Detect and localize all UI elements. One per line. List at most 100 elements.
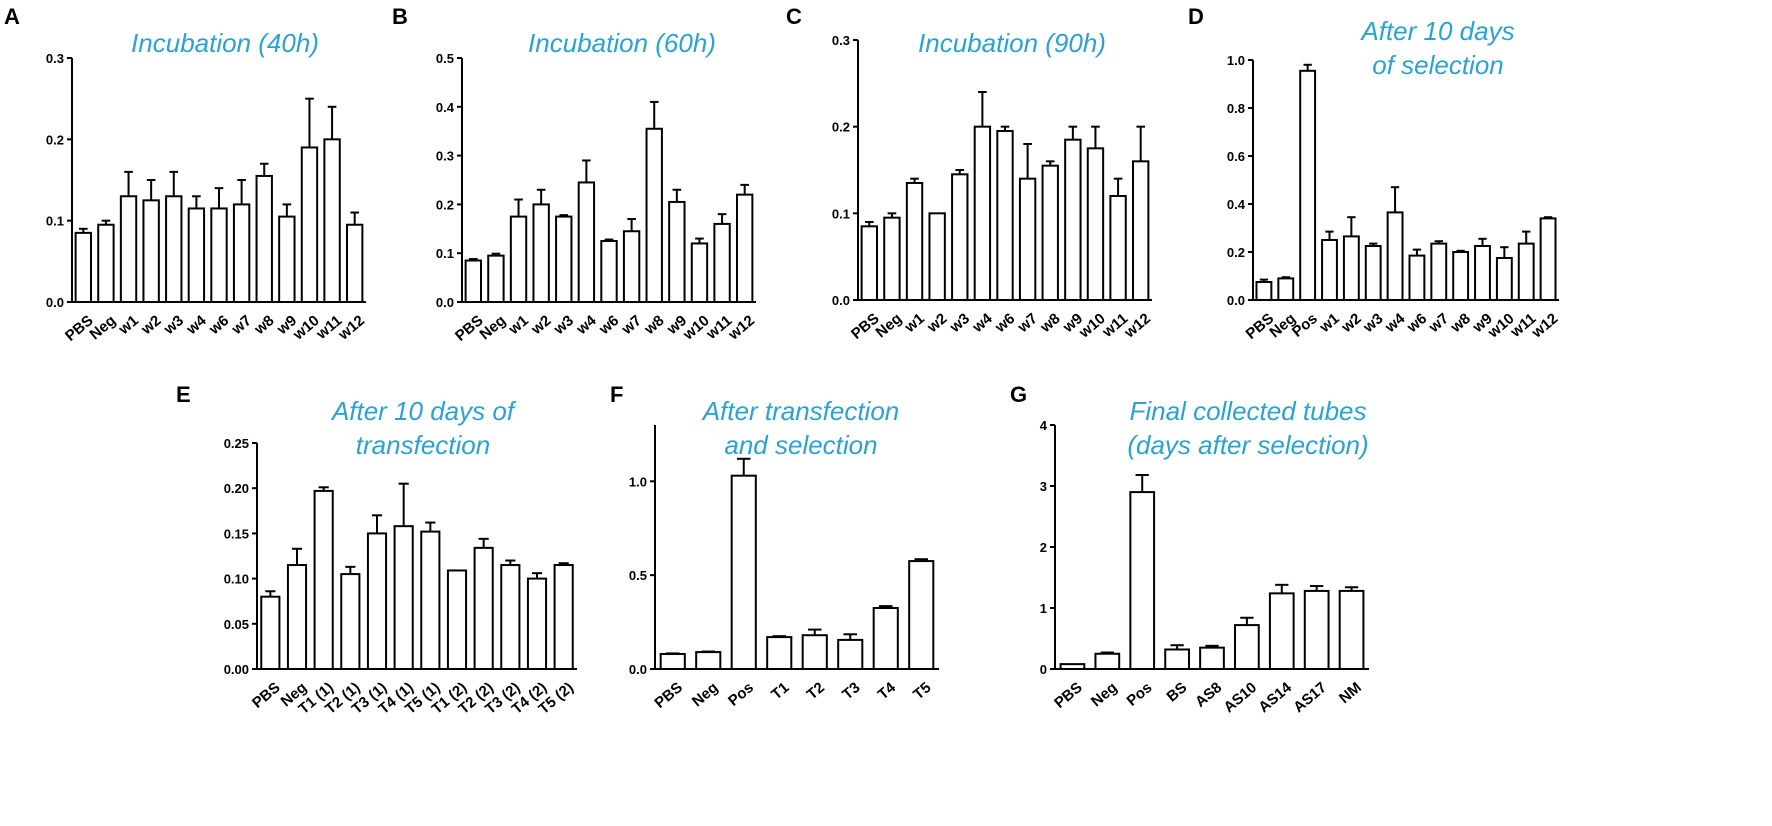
bar bbox=[1059, 663, 1086, 670]
bar bbox=[1430, 242, 1448, 302]
bar bbox=[473, 546, 494, 671]
bar bbox=[1299, 69, 1317, 301]
bar bbox=[1094, 652, 1121, 670]
bar bbox=[286, 564, 308, 670]
y-tick-label: 0.1 bbox=[436, 246, 454, 261]
bar bbox=[142, 199, 160, 303]
bar bbox=[1338, 589, 1365, 670]
bar bbox=[346, 223, 364, 304]
x-tick-label: AS17 bbox=[1290, 679, 1330, 716]
panel-letter: E bbox=[176, 382, 191, 407]
bar bbox=[210, 207, 228, 303]
chart-panel-d: D After 10 days of selection 0.0 0.2 0.4 0.6 0.… bbox=[1188, 4, 1561, 343]
chart-title: Incubation (60h) bbox=[528, 28, 716, 58]
bar bbox=[1539, 217, 1557, 301]
chart-title: After transfection bbox=[701, 396, 900, 426]
bar bbox=[187, 207, 206, 303]
bar bbox=[74, 231, 92, 303]
y-tick-label: 0.3 bbox=[46, 51, 64, 66]
x-tick-label: T5 bbox=[910, 679, 934, 703]
y-tick-label: 4 bbox=[1040, 418, 1048, 433]
x-tick-label: Neg bbox=[873, 310, 906, 341]
bar bbox=[928, 212, 946, 301]
y-tick-label: 0.1 bbox=[46, 214, 64, 229]
x-tick-label: Pos bbox=[725, 679, 757, 710]
y-tick-label: 0.2 bbox=[832, 120, 850, 135]
x-tick-label: w12 bbox=[1121, 310, 1154, 342]
bar bbox=[1321, 239, 1338, 301]
bar bbox=[1234, 624, 1260, 671]
panel-letter: G bbox=[1010, 382, 1027, 407]
bar bbox=[659, 652, 686, 671]
y-tick-label: 3 bbox=[1040, 479, 1047, 494]
bar bbox=[532, 203, 550, 303]
y-tick-label: 0.8 bbox=[1227, 101, 1245, 116]
bar bbox=[801, 634, 828, 671]
bar bbox=[996, 130, 1014, 301]
bar bbox=[300, 146, 319, 303]
x-tick-label: w12 bbox=[1528, 310, 1561, 342]
bar bbox=[1268, 592, 1295, 670]
chart-title: Incubation (40h) bbox=[131, 28, 319, 58]
chart-title: After 10 days of bbox=[330, 396, 517, 426]
bar bbox=[1452, 251, 1470, 301]
x-tick-label: Neg bbox=[477, 312, 510, 343]
bar bbox=[1277, 277, 1295, 301]
bar bbox=[278, 215, 296, 304]
bar bbox=[487, 254, 505, 303]
y-tick-label: 1.0 bbox=[629, 474, 647, 489]
x-tick-label: Neg bbox=[87, 312, 120, 343]
bar bbox=[464, 259, 482, 303]
bar bbox=[420, 530, 441, 670]
y-tick-label: 0.5 bbox=[436, 51, 454, 66]
bar bbox=[393, 525, 414, 671]
chart-title: of selection bbox=[1372, 50, 1504, 80]
y-tick-label: 0.10 bbox=[224, 572, 249, 587]
bar bbox=[323, 138, 341, 303]
panel-letter: D bbox=[1188, 4, 1204, 29]
x-tick-label: T4 bbox=[875, 679, 900, 704]
x-tick-label: AS8 bbox=[1192, 679, 1225, 711]
chart-panel-f: F After transfection and selection 0.0 0.5 1.… bbox=[610, 382, 939, 712]
x-tick-label: T1 bbox=[768, 679, 792, 703]
bar bbox=[1408, 254, 1426, 302]
bar bbox=[446, 569, 468, 670]
x-tick-label: T3 bbox=[839, 679, 863, 703]
x-tick-label: T2 bbox=[804, 679, 828, 703]
x-tick-label: AS10 bbox=[1220, 679, 1260, 716]
bar bbox=[553, 564, 574, 670]
bar bbox=[119, 195, 138, 303]
bar bbox=[97, 223, 115, 304]
bar bbox=[766, 636, 793, 670]
x-tick-label: AS14 bbox=[1255, 679, 1295, 717]
y-tick-label: 1.0 bbox=[1227, 53, 1245, 68]
bar bbox=[1132, 160, 1150, 301]
x-tick-label: PBS bbox=[1051, 679, 1086, 712]
bar bbox=[730, 474, 757, 670]
bar bbox=[905, 182, 924, 301]
bar bbox=[1474, 245, 1491, 301]
x-tick-label: Neg bbox=[689, 679, 722, 710]
y-tick-label: 0.20 bbox=[224, 481, 249, 496]
bar bbox=[908, 560, 935, 670]
bar bbox=[1129, 491, 1156, 670]
bar bbox=[1199, 646, 1225, 671]
bar bbox=[500, 564, 521, 670]
x-tick-label: w12 bbox=[725, 312, 758, 344]
bar bbox=[622, 230, 641, 304]
y-tick-label: 0.25 bbox=[224, 436, 249, 451]
bar bbox=[1109, 195, 1127, 301]
bar bbox=[260, 595, 281, 670]
bar bbox=[600, 240, 618, 303]
y-tick-label: 0.2 bbox=[436, 197, 454, 212]
bar bbox=[366, 532, 388, 671]
y-tick-label: 0.00 bbox=[224, 662, 249, 677]
bar bbox=[645, 127, 663, 303]
bar bbox=[695, 651, 722, 670]
y-tick-label: 0.0 bbox=[1227, 293, 1245, 308]
bar bbox=[668, 200, 686, 304]
chart-title: (days after selection) bbox=[1127, 430, 1368, 460]
